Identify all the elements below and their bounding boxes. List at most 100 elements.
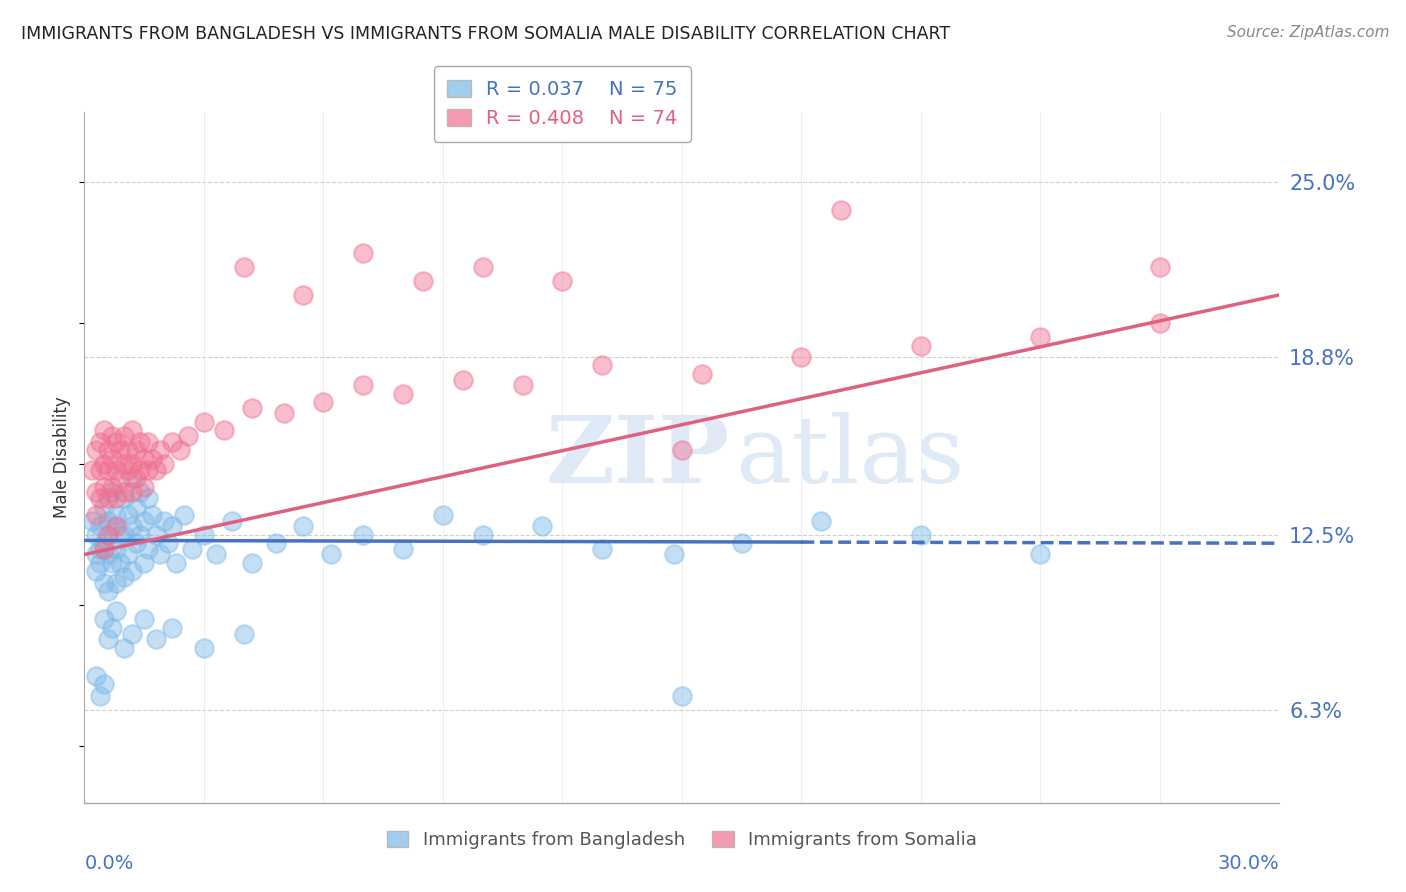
Point	[117, 548, 139, 562]
Point	[471, 527, 494, 541]
Point	[105, 604, 128, 618]
Point	[205, 548, 228, 562]
Point	[86, 565, 108, 579]
Point	[121, 471, 143, 485]
Point	[136, 541, 159, 556]
Point	[169, 443, 191, 458]
Point	[89, 689, 111, 703]
Point	[125, 471, 148, 485]
Point	[193, 640, 215, 655]
Point	[101, 556, 124, 570]
Point	[193, 415, 215, 429]
Text: Source: ZipAtlas.com: Source: ZipAtlas.com	[1226, 25, 1389, 40]
Point	[352, 527, 374, 541]
Point	[1029, 548, 1052, 562]
Point	[1149, 316, 1171, 330]
Point	[232, 260, 254, 274]
Text: atlas: atlas	[735, 412, 965, 502]
Point	[910, 339, 932, 353]
Point	[89, 463, 111, 477]
Point	[132, 612, 156, 626]
Point	[105, 491, 128, 505]
Point	[662, 548, 685, 562]
Point	[93, 480, 115, 494]
Point	[292, 288, 315, 302]
Point	[153, 514, 176, 528]
Point	[112, 457, 135, 471]
Point	[432, 508, 454, 522]
Point	[121, 423, 143, 437]
Y-axis label: Male Disability: Male Disability	[53, 396, 72, 518]
Point	[101, 429, 124, 443]
Text: IMMIGRANTS FROM BANGLADESH VS IMMIGRANTS FROM SOMALIA MALE DISABILITY CORRELATIO: IMMIGRANTS FROM BANGLADESH VS IMMIGRANTS…	[21, 25, 950, 43]
Point	[160, 621, 183, 635]
Point	[145, 463, 167, 477]
Point	[132, 480, 156, 494]
Point	[153, 457, 176, 471]
Point	[97, 491, 120, 505]
Point	[86, 508, 108, 522]
Point	[93, 612, 115, 626]
Point	[132, 556, 156, 570]
Point	[165, 556, 187, 570]
Point	[145, 527, 167, 541]
Point	[93, 677, 115, 691]
Point	[97, 632, 120, 647]
Point	[591, 359, 613, 373]
Point	[136, 434, 159, 449]
Point	[321, 548, 343, 562]
Point	[93, 541, 115, 556]
Text: 0.0%: 0.0%	[84, 854, 134, 872]
Text: ZIP: ZIP	[546, 412, 730, 502]
Point	[110, 527, 132, 541]
Point	[110, 471, 132, 485]
Point	[141, 451, 163, 466]
Point	[89, 519, 111, 533]
Point	[129, 527, 152, 541]
Point	[112, 640, 135, 655]
Point	[93, 536, 115, 550]
Point	[1149, 260, 1171, 274]
Point	[93, 457, 115, 471]
Point	[193, 527, 215, 541]
Point	[117, 463, 139, 477]
Point	[392, 541, 415, 556]
Point	[212, 423, 235, 437]
Point	[392, 386, 415, 401]
Point	[451, 373, 474, 387]
Point	[110, 556, 132, 570]
Point	[531, 519, 554, 533]
Point	[910, 527, 932, 541]
Point	[110, 443, 132, 458]
Point	[97, 514, 120, 528]
Text: 30.0%: 30.0%	[1218, 854, 1279, 872]
Point	[125, 443, 148, 458]
Point	[240, 556, 263, 570]
Point	[830, 203, 852, 218]
Point	[101, 485, 124, 500]
Point	[89, 434, 111, 449]
Point	[125, 536, 148, 550]
Point	[121, 485, 143, 500]
Point	[232, 626, 254, 640]
Point	[240, 401, 263, 415]
Point	[273, 406, 295, 420]
Point	[160, 434, 183, 449]
Point	[105, 519, 128, 533]
Point	[352, 378, 374, 392]
Point	[82, 514, 104, 528]
Point	[690, 367, 713, 381]
Point	[97, 548, 120, 562]
Point	[112, 485, 135, 500]
Point	[810, 514, 832, 528]
Point	[97, 443, 120, 458]
Point	[89, 541, 111, 556]
Point	[97, 463, 120, 477]
Point	[121, 565, 143, 579]
Point	[1029, 330, 1052, 344]
Point	[173, 508, 195, 522]
Point	[86, 548, 108, 562]
Point	[101, 451, 124, 466]
Point	[112, 491, 135, 505]
Point	[471, 260, 494, 274]
